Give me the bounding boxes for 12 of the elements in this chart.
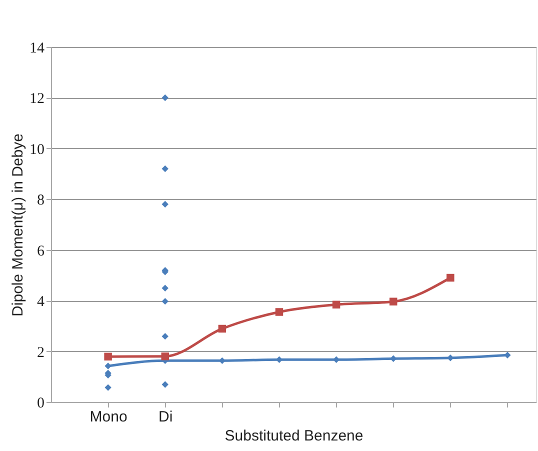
y-tick-label: 12: [30, 91, 44, 108]
y-tick-label: 6: [37, 243, 45, 260]
y-tick-label: 0: [37, 396, 44, 412]
y-tick-label: 8: [37, 192, 44, 209]
y-tick-label: 10: [30, 142, 44, 158]
x-axis-title: Substituted Benzene: [224, 428, 364, 444]
x-tick-label: Mono: [90, 408, 128, 426]
y-axis-title: Dipole Moment(μ) in Debye: [10, 134, 26, 316]
y-tick-label: 4: [37, 294, 45, 310]
x-tick-label: Di: [158, 408, 173, 426]
y-tick-label: 14: [30, 40, 45, 56]
y-tick-label: 2: [37, 344, 44, 361]
